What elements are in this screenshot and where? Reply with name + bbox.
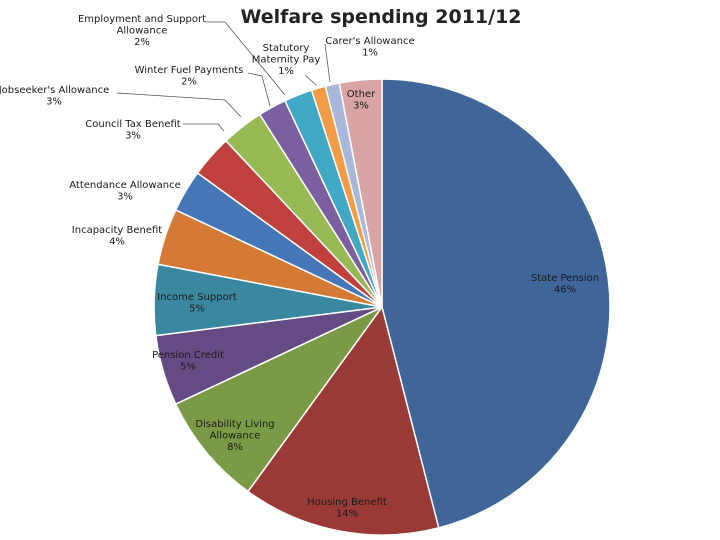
chart-title: Welfare spending 2011/12 [240, 6, 521, 28]
slice-label: Income Support 5% [157, 292, 237, 315]
slice-label: Disability Living Allowance 8% [195, 419, 274, 453]
slice-label: Jobseeker's Allowance 3% [0, 85, 109, 108]
pie-slice [174, 306, 383, 493]
slice-label: Statutory Maternity Pay 1% [252, 43, 321, 77]
leader-line [304, 74, 317, 86]
slice-label: Carer's Allowance 1% [325, 36, 414, 59]
slice-label: Council Tax Benefit 3% [85, 119, 180, 142]
leader-line [183, 123, 225, 132]
pie-slice [338, 78, 383, 308]
slice-label: Incapacity Benefit 4% [72, 225, 162, 248]
slice-label: Pension Credit 5% [152, 350, 224, 373]
slice-label: Employment and Support Allowance 2% [78, 14, 206, 48]
pie-slice [246, 305, 440, 536]
leader-line [206, 21, 286, 96]
leader-line [324, 43, 331, 83]
slice-label: Attendance Allowance 3% [69, 180, 180, 203]
leader-line [116, 92, 242, 118]
pie-slice [381, 78, 611, 529]
slice-label: Winter Fuel Payments 2% [135, 65, 244, 88]
leader-line [247, 72, 271, 107]
slice-label: State Pension 46% [531, 273, 599, 296]
slice-label: Housing Benefit 14% [307, 497, 387, 520]
slice-label: Other 3% [347, 89, 376, 112]
